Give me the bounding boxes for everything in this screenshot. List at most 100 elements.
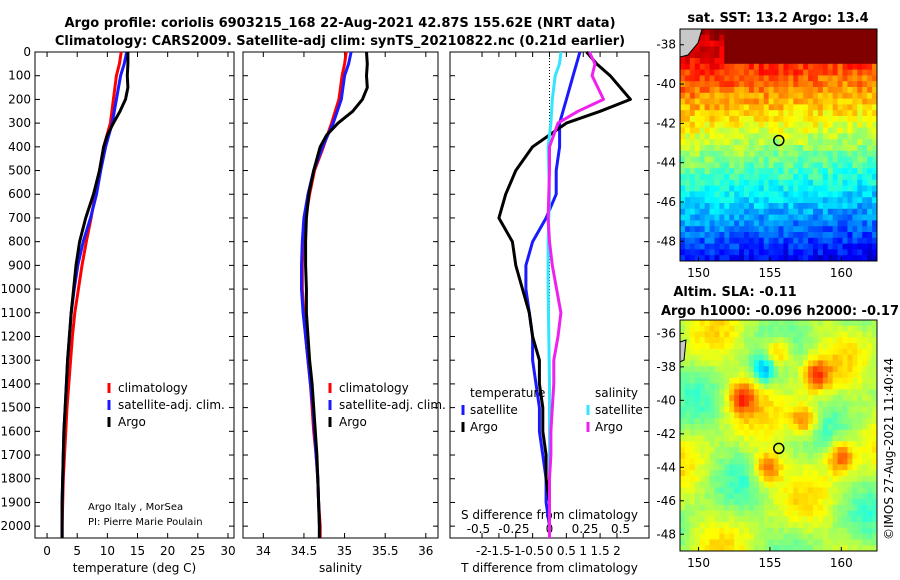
map-cell xyxy=(788,63,794,70)
map-cell xyxy=(832,29,838,36)
map-cell xyxy=(788,98,794,105)
map-cell xyxy=(753,331,760,338)
map-cell xyxy=(812,452,819,460)
map-cell xyxy=(753,226,760,233)
map-cell xyxy=(857,493,863,500)
map-cell xyxy=(803,412,809,419)
map-cell xyxy=(753,447,760,454)
map-cell xyxy=(680,371,686,379)
map-cell xyxy=(862,395,868,402)
map-cell xyxy=(867,145,873,152)
map-cell xyxy=(694,110,701,117)
map-cell xyxy=(724,343,730,350)
map-cell xyxy=(778,92,784,99)
map-cell xyxy=(788,116,794,123)
map-cell xyxy=(748,156,755,163)
map-cell xyxy=(729,470,735,477)
map-cell xyxy=(699,533,706,540)
map-cell xyxy=(714,139,720,146)
map-cell xyxy=(689,179,696,186)
map-cell xyxy=(729,423,735,431)
map-cell xyxy=(798,343,804,350)
map-cell xyxy=(758,185,765,192)
map-cell xyxy=(847,40,853,47)
map-cell xyxy=(680,249,686,256)
map-cell xyxy=(837,429,843,436)
map-cell xyxy=(684,331,691,338)
map-cell xyxy=(758,464,765,471)
map-cell xyxy=(719,34,725,41)
map-cell xyxy=(680,470,686,477)
map-cell xyxy=(724,406,730,413)
map-cell xyxy=(714,325,720,332)
map-cell xyxy=(778,174,784,181)
map-cell xyxy=(729,406,735,413)
map-cell xyxy=(748,87,755,94)
map-cell xyxy=(773,470,779,477)
map-cell xyxy=(857,348,863,356)
map-cell xyxy=(758,197,765,204)
map-cell xyxy=(729,527,735,535)
map-cell xyxy=(803,98,809,105)
map-cell xyxy=(812,249,819,256)
map-cell xyxy=(709,470,715,477)
map-cell xyxy=(719,156,725,163)
map-cell xyxy=(680,331,686,338)
map-cell xyxy=(714,220,720,227)
map-cell xyxy=(778,87,784,94)
map-cell xyxy=(709,63,715,70)
map-cell xyxy=(812,40,819,47)
map-cell xyxy=(729,360,735,367)
map-cell xyxy=(714,487,720,494)
map-cell xyxy=(842,185,848,192)
map-cell xyxy=(709,343,715,350)
map-cell xyxy=(689,232,696,239)
map-cell xyxy=(714,458,720,465)
map-cell xyxy=(748,447,755,454)
map-cell xyxy=(832,214,838,221)
map-cell xyxy=(719,174,725,181)
x-tick-label: 2 xyxy=(613,544,621,558)
x-tick-label-top: -0.5 xyxy=(467,522,490,536)
map-cell xyxy=(768,220,774,227)
map-cell xyxy=(704,214,710,221)
map-cell xyxy=(793,493,799,500)
map-cell xyxy=(704,504,710,511)
map-cell xyxy=(812,510,819,517)
map-cell xyxy=(719,354,725,361)
map-cell xyxy=(862,487,868,494)
map-cell xyxy=(872,81,878,88)
map-cell xyxy=(827,127,834,134)
map-cell xyxy=(768,487,774,494)
map-cell xyxy=(714,423,720,431)
map-cell xyxy=(684,58,691,65)
map-cell xyxy=(812,470,819,477)
map-cell xyxy=(680,487,686,494)
map-cell xyxy=(694,366,701,373)
map-cell xyxy=(773,348,779,356)
map-cell xyxy=(753,510,760,517)
map-cell xyxy=(763,348,770,356)
map-cell xyxy=(699,162,706,169)
map-cell xyxy=(689,452,696,460)
map-cell xyxy=(803,475,809,483)
map-cell xyxy=(857,139,863,146)
map-cell xyxy=(709,331,715,338)
map-cell xyxy=(694,52,701,59)
map-cell xyxy=(739,493,745,500)
map-cell xyxy=(680,527,686,535)
map-cell xyxy=(847,92,853,99)
map-cell xyxy=(832,464,838,471)
map-cell xyxy=(729,447,735,454)
map-cell xyxy=(847,121,853,128)
map-cell xyxy=(689,162,696,169)
map-cell xyxy=(744,366,750,373)
map-cell xyxy=(758,156,765,163)
map-cell xyxy=(773,325,779,332)
map-cell xyxy=(837,232,843,239)
map-cell xyxy=(709,389,715,396)
map-cell xyxy=(763,237,770,244)
y-tick-label: 900 xyxy=(8,258,31,272)
map-cell xyxy=(773,475,779,483)
map-cell xyxy=(748,249,755,256)
